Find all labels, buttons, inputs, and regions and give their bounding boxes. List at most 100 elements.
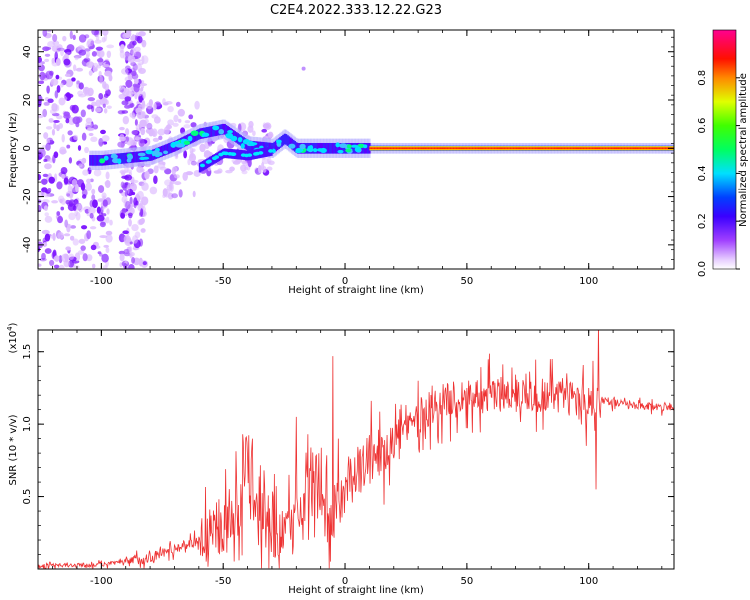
spectrogram-cell xyxy=(56,85,61,93)
ridge-core xyxy=(484,147,488,150)
spectrogram-cell xyxy=(80,245,86,251)
ridge-core xyxy=(546,147,549,150)
ridge-band xyxy=(339,142,342,154)
spectrogram-cell xyxy=(38,56,43,63)
ridge-blob xyxy=(295,149,302,154)
spectrogram-cell xyxy=(140,217,145,224)
ridge-band xyxy=(165,144,168,155)
ridge-blob xyxy=(299,143,306,150)
spectrogram-cell xyxy=(60,48,64,57)
spectrogram-cell xyxy=(72,238,79,246)
spectrogram-cell xyxy=(172,166,178,173)
spectrogram-cell xyxy=(123,252,131,257)
ridge-band xyxy=(111,154,114,165)
ridge-core xyxy=(597,147,600,150)
ridge-core xyxy=(476,147,479,150)
spectrogram-cell xyxy=(136,111,145,120)
ridge-band xyxy=(222,123,225,135)
spectrogram-cell xyxy=(91,188,96,195)
ridge-band xyxy=(207,126,210,138)
lower-ridge-blob xyxy=(268,149,274,153)
ridge-blob xyxy=(346,144,352,149)
ridge-core xyxy=(636,147,640,150)
ridge-band xyxy=(89,155,92,166)
ridge-band xyxy=(232,130,235,141)
spectrogram-cell xyxy=(86,127,95,132)
spectrogram-cell xyxy=(153,165,159,174)
ridge-core xyxy=(642,147,646,150)
spectrogram-frame xyxy=(37,29,675,270)
spectrogram-cell xyxy=(104,99,109,105)
ridge-band xyxy=(257,141,260,153)
ridge-band xyxy=(213,125,216,137)
ridge-band xyxy=(331,142,335,154)
spectrogram-cell xyxy=(261,161,265,171)
lower-ridge-band xyxy=(264,147,267,157)
spectrogram-cell xyxy=(63,259,70,268)
ridge-core xyxy=(582,147,586,150)
spectrogram-cell xyxy=(137,62,144,66)
spectrogram-cell xyxy=(152,137,160,142)
spectrogram-cell xyxy=(141,55,145,65)
spectrogram-cell xyxy=(135,123,142,132)
ridge-core xyxy=(405,147,409,150)
ridge-core xyxy=(505,147,508,150)
ridge-core xyxy=(609,147,612,150)
spectrogram-cell xyxy=(144,118,149,124)
ridge-core xyxy=(539,147,542,150)
spectrogram-cell xyxy=(248,120,254,128)
ridge-core xyxy=(540,147,543,150)
ridge-core xyxy=(457,147,460,150)
ridge-blob xyxy=(175,143,184,148)
spectrogram-cell xyxy=(118,250,126,255)
ridge-core xyxy=(604,147,607,150)
ridge-core xyxy=(454,147,457,150)
ridge-core xyxy=(470,147,473,150)
spectrogram-cell xyxy=(48,176,55,184)
spectrogram-cell xyxy=(100,129,106,135)
spectrogram-cell xyxy=(121,100,129,106)
spectrogram-cell xyxy=(124,189,128,197)
y-tick-label: 20 xyxy=(22,94,33,107)
spectrogram-cell xyxy=(66,144,71,149)
spectrogram-cell xyxy=(247,158,252,168)
ridge-blob xyxy=(190,130,199,136)
spectrogram-cell xyxy=(119,133,125,140)
ridge-band xyxy=(144,150,147,162)
spectrogram-cell xyxy=(55,74,60,80)
spectrogram-cell xyxy=(53,119,60,123)
spectrogram-cell xyxy=(45,70,54,80)
spectrogram-cell xyxy=(133,78,139,85)
spectrogram-cell xyxy=(85,51,91,58)
spectrogram-cell xyxy=(89,212,94,219)
ridge-band xyxy=(271,142,275,154)
spectrogram-cell xyxy=(101,213,107,217)
ridge-band xyxy=(285,134,288,145)
spectrogram-cell xyxy=(157,128,166,136)
spectrogram-cell xyxy=(141,228,146,232)
spectrogram-cell xyxy=(119,253,125,262)
spectrogram-cell xyxy=(103,33,108,42)
ridge-core xyxy=(389,147,393,150)
ridge-core xyxy=(416,147,419,150)
spectrogram-cell xyxy=(78,82,84,90)
ridge-core xyxy=(647,147,650,150)
spectrogram-cell xyxy=(85,117,93,124)
ridge-core xyxy=(553,147,556,150)
ridge-core xyxy=(379,147,382,150)
ridge-core xyxy=(603,147,606,150)
ridge-core xyxy=(663,147,666,150)
isolated-speckle xyxy=(301,66,306,71)
spectrogram-cell xyxy=(241,160,248,165)
spectrogram-cell xyxy=(50,78,59,86)
ridge-core xyxy=(413,147,416,150)
ridge-core xyxy=(502,147,505,150)
ridge-blob xyxy=(319,147,327,154)
spectrogram-cell xyxy=(132,235,139,244)
spectrogram-cell xyxy=(184,120,191,124)
spectrogram-cell xyxy=(103,108,108,114)
spectrogram-cell xyxy=(158,135,163,141)
spectrogram-cell xyxy=(85,182,92,191)
ridge-band xyxy=(250,140,253,152)
ridge-blob xyxy=(337,149,344,154)
